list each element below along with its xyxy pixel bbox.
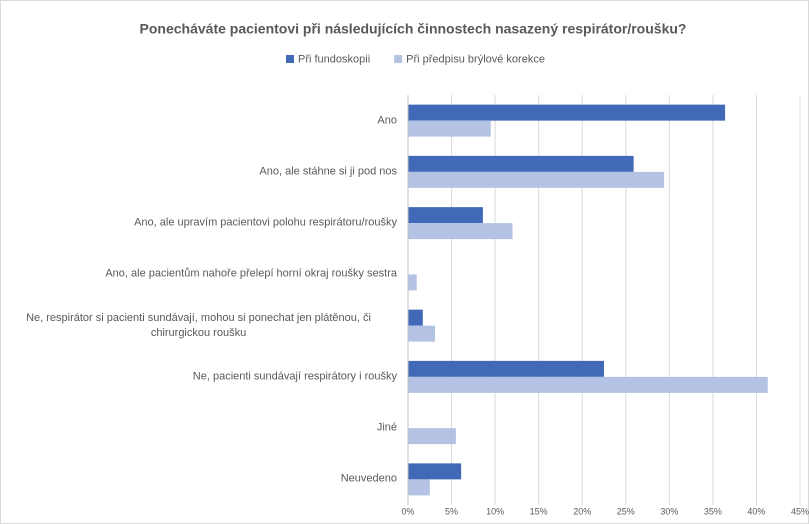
y-tick-label: Ano, ale pacientům nahoře přelepí horní … [0, 267, 397, 282]
bar [408, 376, 768, 393]
legend-label: Při fundoskopii [298, 53, 370, 65]
x-tick-label: 25% [617, 506, 635, 516]
bar [408, 428, 456, 445]
bar [408, 274, 417, 291]
bar [408, 479, 430, 496]
x-tick-label: 35% [704, 506, 722, 516]
x-tick-label: 45% [791, 506, 809, 516]
x-tick-label: 10% [486, 506, 504, 516]
bar [408, 120, 491, 137]
legend-swatch [286, 55, 294, 63]
bar [408, 171, 665, 188]
bar [408, 223, 513, 240]
x-tick-label: 40% [747, 506, 765, 516]
y-tick-text: Ne, pacienti sundávají respirátory i rou… [192, 370, 397, 383]
legend-swatch [394, 55, 403, 63]
bar [408, 155, 634, 172]
y-tick-text: Ano, ale upravím pacientovi polohu respi… [134, 216, 397, 229]
y-tick-text: Neuvedeno [340, 472, 397, 485]
bar [408, 360, 604, 377]
bar [408, 325, 436, 342]
legend-label: Při předpisu brýlové korekce [406, 53, 545, 65]
x-tick-label: 15% [530, 506, 548, 516]
bar [408, 309, 423, 326]
x-tick-label: 5% [445, 506, 458, 516]
bar [408, 207, 483, 224]
y-tick-text: Ne, respirátor si pacienti sundávají, mo… [26, 311, 371, 339]
x-tick-label: 0% [401, 506, 414, 516]
bar [408, 463, 462, 480]
y-tick-text: Jiné [376, 421, 397, 434]
bar [408, 104, 726, 121]
y-tick-label: Jiné [0, 421, 397, 436]
y-tick-label: Ne, pacienti sundávají respirátory i rou… [0, 369, 397, 384]
y-tick-text: Ano, ale pacientům nahoře přelepí horní … [105, 267, 397, 280]
y-tick-text: Ano, ale stáhne si ji pod nos [259, 165, 397, 178]
y-tick-label: Ano [0, 113, 397, 128]
y-tick-text: Ano [377, 114, 397, 127]
chart-title: Ponecháváte pacientovi při následujících… [140, 21, 687, 37]
y-tick-label: Ne, respirátor si pacienti sundávají, mo… [0, 311, 397, 341]
x-tick-label: 20% [573, 506, 591, 516]
y-tick-label: Neuvedeno [0, 472, 397, 487]
y-tick-label: Ano, ale upravím pacientovi polohu respi… [0, 216, 397, 231]
x-tick-label: 30% [660, 506, 678, 516]
y-tick-label: Ano, ale stáhne si ji pod nos [0, 164, 397, 179]
